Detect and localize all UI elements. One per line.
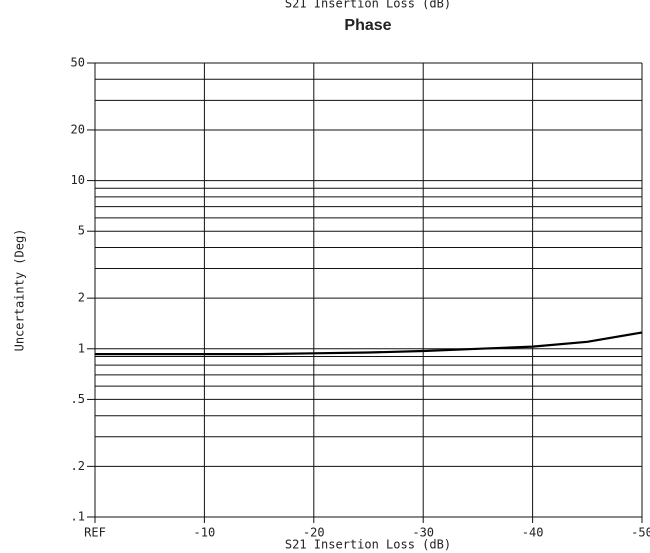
y-tick-label: .1 [71, 510, 85, 524]
chart-title: S21 Insertion Loss (dB) [285, 0, 451, 11]
y-axis-label: Uncertainty (Deg) [13, 229, 27, 352]
x-tick-label: -20 [303, 526, 325, 540]
y-tick-label: .5 [71, 392, 85, 406]
y-tick-label: .2 [71, 459, 85, 473]
y-tick-label: 50 [71, 56, 85, 70]
y-tick-label: 10 [71, 173, 85, 187]
x-tick-label: REF [84, 526, 106, 540]
x-tick-label: -10 [194, 526, 216, 540]
x-tick-label: -50 [631, 526, 650, 540]
y-tick-label: 2 [78, 291, 85, 305]
y-tick-label: 20 [71, 122, 85, 136]
data-line [95, 331, 643, 356]
chart-subtitle: Phase [344, 17, 391, 34]
x-axis-label: S21 Insertion Loss (dB) [285, 538, 451, 552]
x-tick-label: -30 [412, 526, 434, 540]
y-tick-label: 1 [78, 341, 85, 355]
y-tick-label: 5 [78, 224, 85, 238]
x-tick-label: -40 [522, 526, 544, 540]
